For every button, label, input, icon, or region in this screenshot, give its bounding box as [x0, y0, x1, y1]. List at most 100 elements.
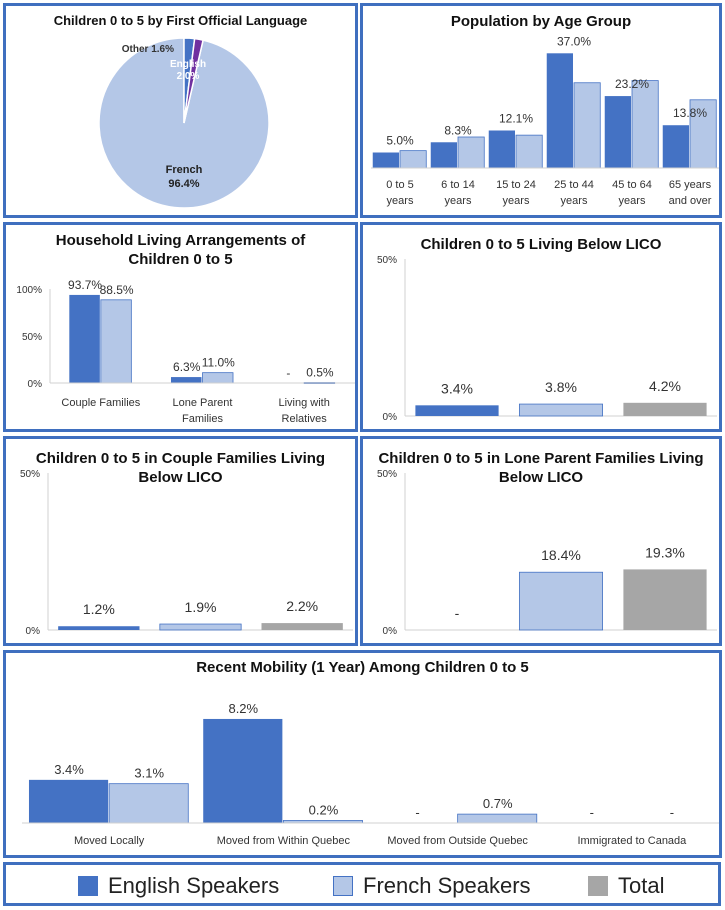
x-tick-label: years — [619, 195, 646, 207]
legend-label: French Speakers — [363, 873, 531, 898]
bar — [28, 779, 109, 823]
data-label: - — [455, 605, 460, 621]
data-label: - — [590, 805, 594, 820]
bar — [202, 372, 234, 384]
bar — [415, 405, 499, 416]
panel-language-pie: Children 0 to 5 by First Official Langua… — [3, 3, 358, 218]
chart-title: Population by Age Group — [450, 13, 632, 30]
bar-chart: 5.0% 0 to 5 years 8.3% 6 to 14 years 12.1% 15 t… — [371, 34, 719, 207]
x-tick-label: 15 to 24 — [496, 179, 536, 191]
y-tick-label: 50% — [20, 469, 40, 480]
x-tick-label: 6 to 14 — [441, 179, 475, 191]
x-tick-label: and over — [669, 195, 712, 207]
x-tick-label: Moved Locally — [74, 835, 145, 847]
bar — [159, 623, 242, 631]
bar — [518, 403, 603, 417]
pie-label: English — [170, 59, 206, 70]
data-label: 0.2% — [309, 802, 339, 817]
bar — [623, 402, 707, 416]
legend-item-english: English Speakers — [78, 873, 279, 899]
bar — [573, 82, 601, 169]
y-tick-label: 100% — [16, 285, 42, 296]
x-tick-label: Lone Parent — [173, 397, 233, 409]
data-label: 1.2% — [83, 601, 115, 617]
panel-household: Household Living Arrangements of Childre… — [3, 222, 358, 432]
data-label: 13.8% — [673, 106, 707, 120]
y-tick-label: 0% — [26, 626, 41, 637]
x-tick-label: Families — [182, 413, 223, 425]
y-tick-label: 50% — [377, 255, 397, 266]
chart-title: Children 0 to 5 Living Below LICO — [420, 236, 662, 253]
legend-item-french: French Speakers — [333, 873, 531, 899]
bar-chart: 100% 50% 0% 93.7%88.5% Couple Families 6.3% 11… — [16, 278, 355, 425]
legend-swatch-total — [588, 876, 608, 896]
pie-label: Other 1.6% — [122, 44, 174, 55]
legend-item-total: Total — [588, 873, 664, 899]
data-label: 2.2% — [286, 598, 318, 614]
y-tick-label: 50% — [22, 332, 42, 343]
x-tick-label: Immigrated to Canada — [577, 835, 687, 847]
bar — [69, 294, 100, 383]
legend-swatch-english — [78, 876, 98, 896]
data-label: 93.7% — [68, 278, 102, 292]
y-tick-label: 50% — [377, 469, 397, 480]
data-label: 3.4% — [441, 380, 473, 396]
data-label: 0.5% — [306, 366, 334, 380]
data-label: 0.7% — [483, 796, 513, 811]
bar — [203, 718, 283, 823]
x-tick-label: years — [445, 195, 472, 207]
legend: English Speakers French Speakers Total — [3, 862, 721, 906]
x-tick-label: years — [503, 195, 530, 207]
bar-chart: 3.4% 3.1% Moved Locally 8.2% 0.2% Moved from … — [22, 701, 719, 847]
chart-title: Children 0 to 5 in Couple Families Livin… — [35, 450, 326, 486]
data-label: 12.1% — [499, 111, 533, 125]
bar — [631, 80, 659, 169]
x-tick-label: Couple Families — [61, 397, 140, 409]
legend-label: English Speakers — [108, 873, 280, 898]
bar — [515, 134, 543, 169]
data-label: 6.3% — [173, 360, 201, 374]
panel-couple-lico: Children 0 to 5 in Couple Families Livin… — [3, 436, 358, 646]
data-label: 3.1% — [134, 766, 164, 781]
y-tick-label: 0% — [28, 379, 43, 390]
data-label: - — [670, 805, 674, 820]
bar — [457, 136, 485, 169]
x-tick-label: years — [561, 195, 588, 207]
data-label: 11.0% — [202, 356, 235, 370]
data-label: 18.4% — [541, 547, 581, 563]
panel-age-group: Population by Age Group 5.0% 0 to 5 years 8… — [360, 3, 722, 218]
bar — [488, 130, 515, 168]
bar-chart: 50% 0% 3.4% 3.8% 4.2% — [377, 255, 717, 423]
chart-title: Children 0 to 5 in Lone Parent Families … — [378, 450, 704, 486]
x-tick-label: 25 to 44 — [554, 179, 594, 191]
legend-swatch-french — [333, 876, 353, 896]
data-label: 8.2% — [228, 701, 258, 716]
panel-mobility: Recent Mobility (1 Year) Among Children … — [3, 650, 722, 858]
x-tick-label: Moved from Outside Quebec — [387, 835, 528, 847]
bar — [170, 377, 202, 383]
bar — [399, 150, 427, 169]
x-tick-label: Living with — [278, 397, 329, 409]
panel-lico: Children 0 to 5 Living Below LICO 50% 0% 3… — [360, 222, 722, 432]
data-label: - — [286, 366, 290, 380]
bar — [261, 623, 343, 630]
bar — [457, 813, 538, 824]
bar — [623, 569, 707, 630]
bar — [430, 142, 457, 168]
x-tick-label: 0 to 5 — [386, 179, 414, 191]
x-tick-label: 65 years — [669, 179, 712, 191]
data-label: 88.5% — [100, 283, 134, 297]
bar — [546, 53, 573, 168]
bar — [100, 299, 132, 384]
data-label: 3.4% — [54, 762, 84, 777]
chart-title: Household Living Arrangements of Childre… — [55, 232, 306, 268]
x-tick-label: Moved from Within Quebec — [217, 835, 351, 847]
chart-title: Recent Mobility (1 Year) Among Children … — [196, 659, 529, 676]
y-tick-label: 0% — [383, 626, 398, 637]
data-label: 37.0% — [557, 34, 591, 48]
x-tick-label: Relatives — [282, 413, 328, 425]
x-tick-label: years — [387, 195, 414, 207]
bar — [689, 99, 717, 169]
bar-chart: 50% 0% - 18.4% 19.3% — [377, 469, 717, 637]
bar — [662, 125, 689, 168]
